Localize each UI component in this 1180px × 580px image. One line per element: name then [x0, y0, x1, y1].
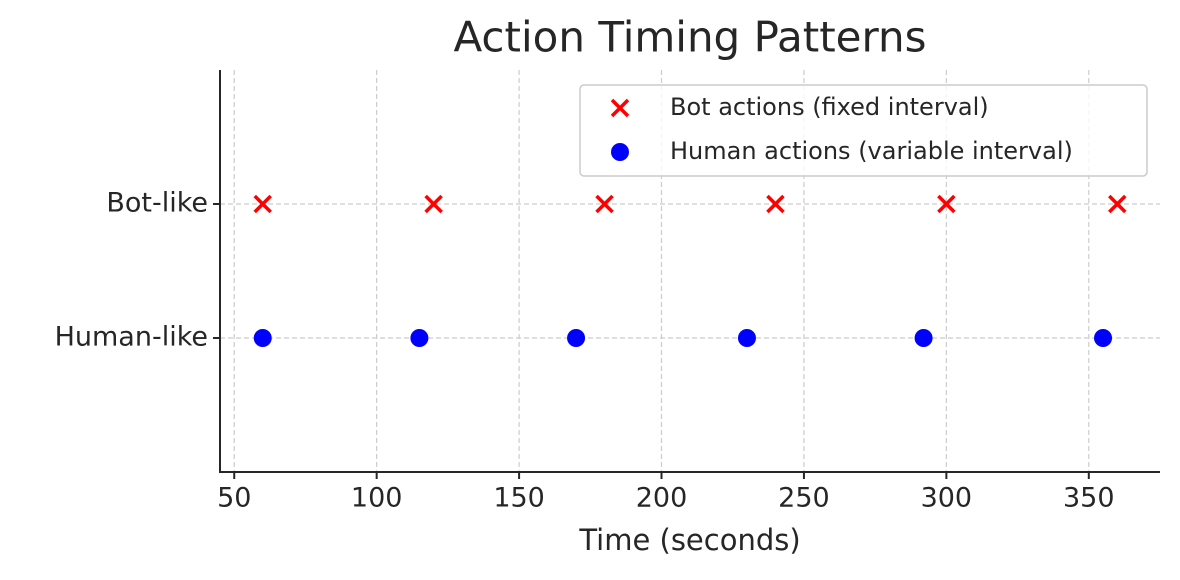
legend-marker: [610, 98, 630, 118]
x-tick-label: 150: [493, 483, 545, 514]
x-tick-label: 50: [217, 483, 251, 514]
legend-box: [579, 84, 1148, 177]
point: [424, 194, 443, 214]
point: [937, 194, 956, 214]
x-tick-label: 200: [636, 483, 688, 514]
x-tick-label: 300: [921, 483, 973, 514]
point: [253, 194, 272, 214]
point: [410, 329, 429, 347]
point: [1108, 194, 1127, 214]
legend-marker: [611, 143, 629, 161]
legend-label: Human actions (variable interval): [670, 137, 1073, 165]
x-tick-label: 350: [1063, 483, 1115, 514]
point: [766, 194, 785, 214]
point: [595, 194, 614, 214]
chart-title: Action Timing Patterns: [453, 13, 926, 62]
point: [567, 329, 586, 347]
x-axis-label: Time (seconds): [578, 523, 800, 557]
point: [737, 329, 756, 347]
x-tick-label: 250: [778, 483, 830, 514]
legend-label: Bot actions (fixed interval): [670, 93, 989, 121]
y-tick-label: Human-like: [55, 322, 208, 353]
point: [914, 329, 933, 347]
point: [253, 329, 272, 347]
point: [1094, 329, 1113, 347]
y-tick-label: Bot-like: [106, 188, 208, 219]
x-tick-label: 100: [351, 483, 403, 514]
